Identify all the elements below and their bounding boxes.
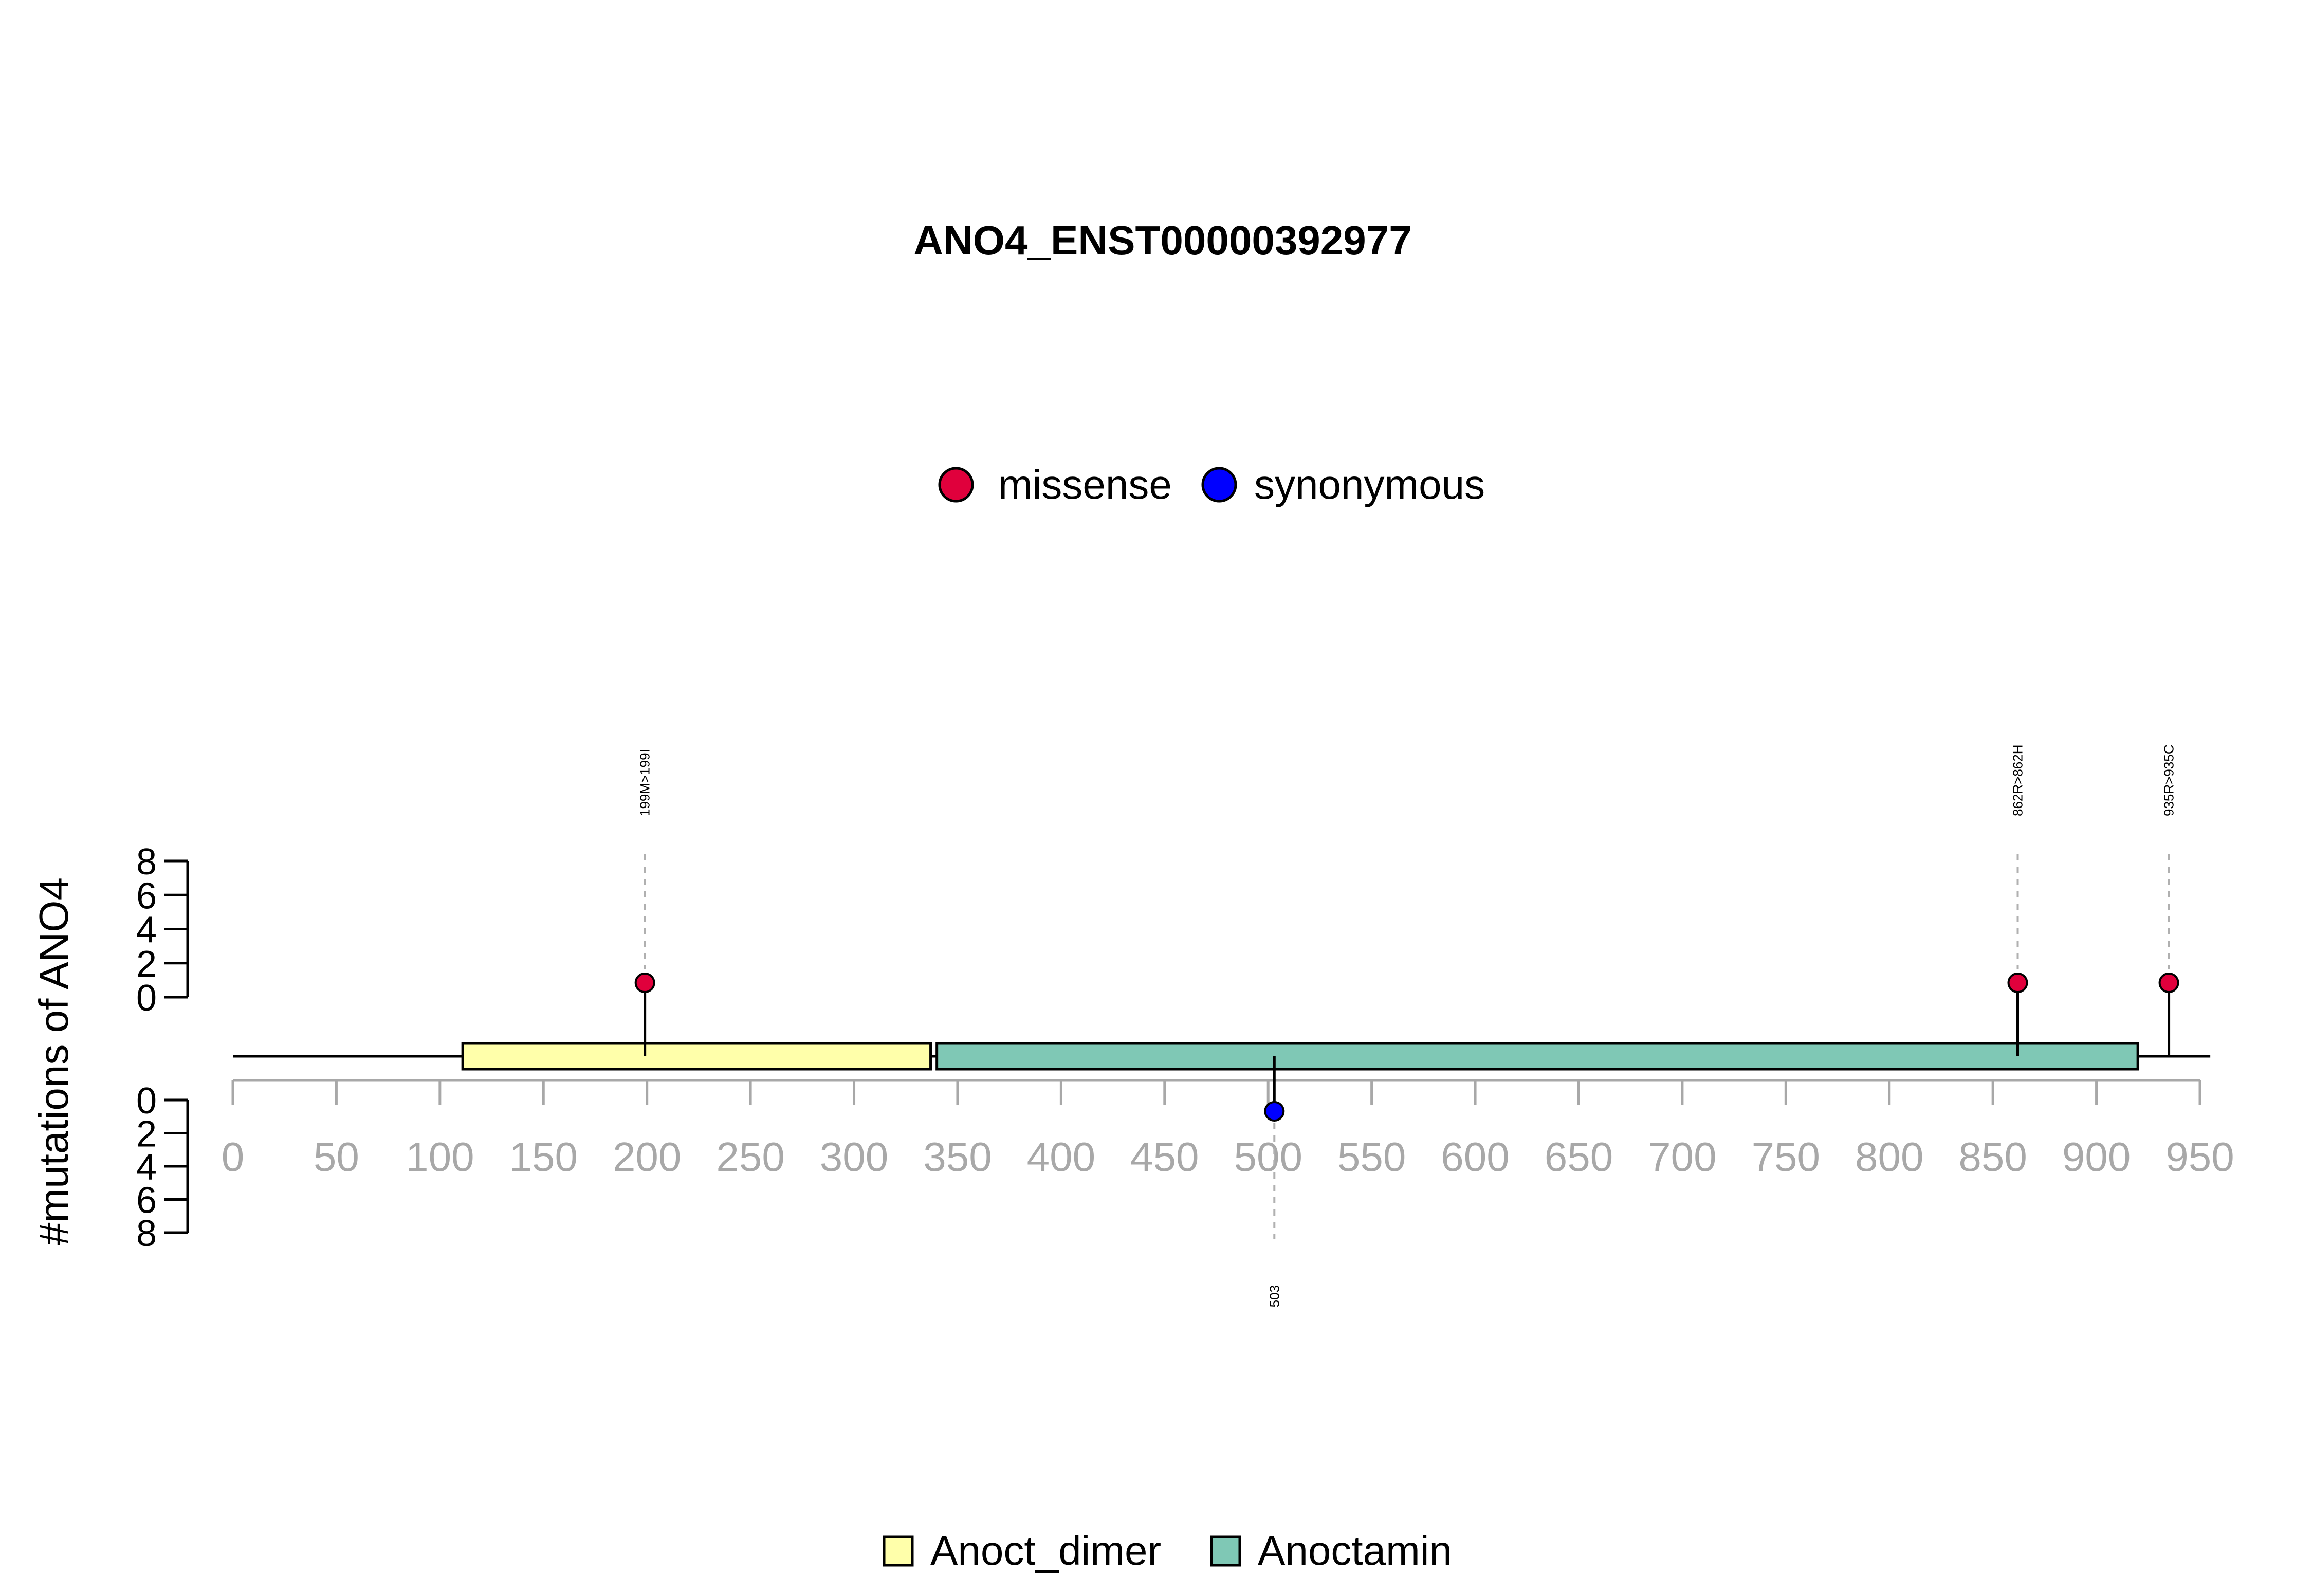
chart-title: ANO4_ENST00000392977 — [913, 217, 1412, 263]
x-tick-label-500: 500 — [1234, 1134, 1302, 1180]
x-tick-label-100: 100 — [406, 1134, 474, 1180]
domains — [461, 1042, 2139, 1071]
x-tick-label-800: 800 — [1855, 1134, 1923, 1180]
y-tick-label-bottom-2: 2 — [136, 1114, 157, 1155]
x-tick-label-700: 700 — [1648, 1134, 1716, 1180]
legend-swatch-missense — [938, 467, 974, 503]
x-tick-label-250: 250 — [716, 1134, 784, 1180]
mutation-862-point — [2007, 973, 2028, 993]
mutations: 199M>199I 862R>862H 935R>935C 503 — [634, 745, 2179, 1307]
x-tick-label-400: 400 — [1027, 1134, 1095, 1180]
y-tick-label-top-0: 0 — [136, 978, 157, 1019]
mutation-935-label: 935R>935C — [2161, 745, 2177, 817]
legend-swatch-synonymous — [1201, 467, 1237, 503]
x-tick-label-200: 200 — [613, 1134, 681, 1180]
y-tick-label-top-6: 6 — [136, 875, 157, 916]
x-tick-label-450: 450 — [1130, 1134, 1199, 1180]
y-tick-label-bottom-4: 4 — [136, 1147, 157, 1188]
x-tick-label-950: 950 — [2165, 1134, 2234, 1180]
y-tick-label-top-8: 8 — [136, 841, 157, 883]
mutation-862-label: 862R>862H — [2010, 745, 2025, 817]
y-tick-label-top-2: 2 — [136, 944, 157, 985]
mutation-503-point — [1264, 1101, 1285, 1122]
x-tick-label-550: 550 — [1337, 1134, 1406, 1180]
mutation-199-label: 199M>199I — [637, 749, 653, 816]
domain-legend: Anoct_dimer Anoctamin — [883, 1528, 1452, 1573]
legend-label-synonymous: synonymous — [1254, 462, 1485, 507]
domain-Anoct_dimer — [461, 1042, 932, 1071]
x-tick-label-650: 650 — [1545, 1134, 1613, 1180]
y-tick-label-bottom-0: 0 — [136, 1080, 157, 1122]
mutation-503-label: 503 — [1266, 1285, 1282, 1307]
legend-label-missense: missense — [998, 462, 1172, 507]
y-axis-label: #mutations of ANO4 — [31, 877, 77, 1245]
x-tick-label-900: 900 — [2062, 1134, 2131, 1180]
y-tick-label-top-4: 4 — [136, 910, 157, 951]
mutation-legend: missense synonymous — [938, 462, 1485, 507]
x-tick-label-300: 300 — [820, 1134, 888, 1180]
x-tick-label-600: 600 — [1441, 1134, 1509, 1180]
y-tick-label-bottom-8: 8 — [136, 1213, 157, 1254]
x-tick-label-750: 750 — [1752, 1134, 1820, 1180]
x-tick-label-50: 50 — [314, 1134, 359, 1180]
domain-legend-label-Anoct_dimer: Anoct_dimer — [930, 1528, 1161, 1573]
domain-Anoctamin — [935, 1042, 2139, 1071]
x-tick-label-150: 150 — [509, 1134, 578, 1180]
domain-legend-label-Anoctamin: Anoctamin — [1258, 1528, 1452, 1573]
domain-legend-swatch-Anoct_dimer — [883, 1535, 914, 1567]
y-tick-label-bottom-6: 6 — [136, 1180, 157, 1221]
x-tick-label-850: 850 — [1958, 1134, 2027, 1180]
mutation-199-point — [634, 973, 655, 993]
x-tick-label-350: 350 — [923, 1134, 992, 1180]
mutation-935-point — [2158, 973, 2179, 993]
domain-legend-swatch-Anoctamin — [1210, 1535, 1241, 1567]
x-tick-label-0: 0 — [222, 1134, 245, 1180]
